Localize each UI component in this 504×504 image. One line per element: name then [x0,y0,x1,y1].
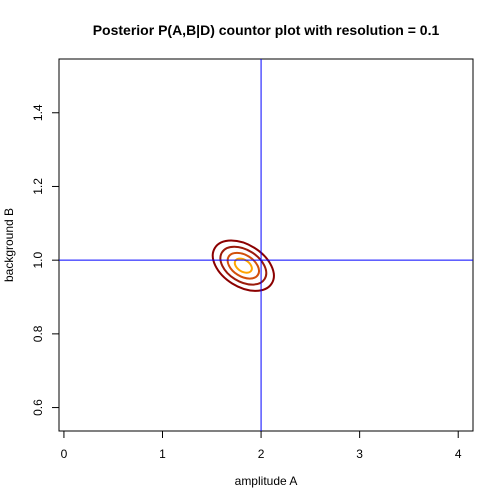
y-tick-label: 1.2 [31,178,45,195]
y-tick-label: 1.0 [31,251,45,268]
contour-inner [233,257,253,274]
x-tick-label: 3 [356,447,363,461]
plot-frame [58,58,474,432]
x-tick-label: 2 [258,447,265,461]
y-axis-label: background B [2,208,16,282]
contour-outer [211,239,275,292]
x-axis-label: amplitude A [235,474,298,488]
y-axis: 0.6 0.8 1.0 1.2 1.4 [31,104,60,416]
contour-third [226,251,261,280]
contour-lines [211,239,275,292]
y-tick-label: 0.8 [31,325,45,342]
x-tick-label: 4 [455,447,462,461]
x-tick-label: 0 [61,447,68,461]
y-tick-label: 0.6 [31,399,45,416]
y-tick-label: 1.4 [31,104,45,121]
contour-second [219,245,268,286]
x-tick-label: 1 [159,447,166,461]
chart-title: Posterior P(A,B|D) countor plot with res… [93,22,440,38]
x-axis: 0 1 2 3 4 [61,430,462,461]
